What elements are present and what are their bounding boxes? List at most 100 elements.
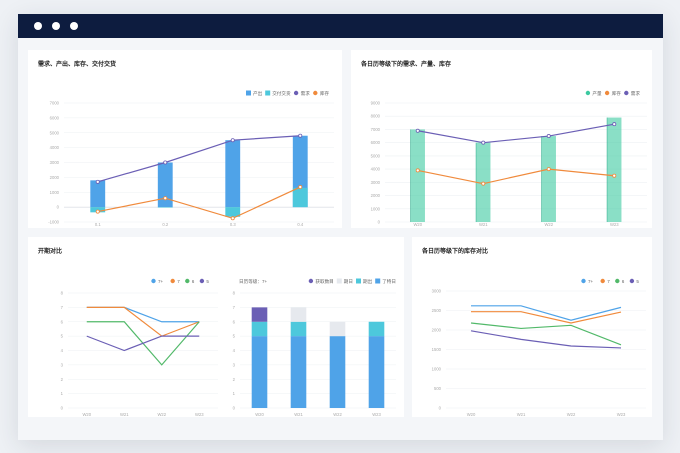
stacked-bar-segment [329,321,346,337]
chart-period-compare: 5 6 7 7+ 日历等级：7+ 了特日 期出 期日 获取数目 8 7 6 5 4 3 2 1 0 W20 W21 W2… [61,278,396,417]
legend-dot-icon [585,90,591,96]
close-dot-icon[interactable] [34,22,42,30]
y-tick-label: 1000 [432,367,442,372]
x-tick-label: W23 [610,222,619,227]
legend-label: 需求 [301,90,311,97]
output-bar [225,140,241,208]
legend-label: 7 [607,279,610,284]
chart-demand-output: 库存 需求 交付交货 产出 7000 6000 5000 4000 3000 2000 1000 0 -… [48,90,334,227]
legend-label: 7 [177,279,180,284]
x-tick-label: W20 [82,412,91,417]
y-tick-label: 3000 [371,180,381,185]
legend-label: 6 [192,279,195,284]
demand-point [163,160,168,165]
legend-dot-icon [170,278,175,284]
x-tick-label: W20 [467,412,476,417]
legend-swatch-icon [265,90,271,96]
y-tick-label: 1 [61,391,64,396]
legend-dot-icon [604,90,610,96]
dashboard-window: 需求、产出、库存、交付交货 库存 需求 交付交货 产出 7000 6000 5000 4000… [18,14,663,440]
production-bar [607,117,622,222]
panel-title: 各日历等级下的库存对比 [422,249,489,255]
chart-inventory-compare: 5 6 7 7+ 3000 2500 2000 1500 1000 500 0 W20 W21 W22 W2… [432,278,646,417]
demand-line [97,135,301,183]
legend-label: 7+ [588,279,594,284]
y-tick-label: 1500 [432,347,442,352]
inventory-point [546,167,551,172]
y-tick-label: 0 [439,406,442,411]
y-tick-label: 0 [57,205,60,210]
y-tick-label: 5000 [50,130,60,135]
y-tick-label: 6000 [371,140,381,145]
y-tick-label: 8 [233,291,236,296]
y-tick-label: 0 [61,406,64,411]
y-tick-label: 1000 [371,206,381,211]
inventory-series-line [470,322,622,346]
demand-point [481,140,486,145]
legend-label: 交付交货 [272,90,291,97]
y-tick-label: 7 [61,305,64,310]
delivery-bar [157,207,173,208]
legend-label: 库存 [612,90,622,97]
inventory-point [481,181,486,186]
legend-dot-icon [313,90,318,96]
y-tick-label: 7 [233,305,236,310]
maximize-dot-icon[interactable] [70,22,78,30]
inventory-series-line [471,311,622,324]
y-tick-label: 8000 [371,114,381,119]
legend-dot-icon [185,278,190,284]
y-tick-label: 4000 [50,145,60,150]
x-tick-label: W22 [544,222,553,227]
y-tick-label: 3000 [432,289,442,294]
x-tick-label: W21 [120,412,129,417]
y-tick-label: 5000 [371,153,381,158]
window-titlebar [18,14,663,38]
legend-dot-icon [581,278,586,284]
y-tick-label: 4000 [371,167,381,172]
stacked-bar-segment [251,336,268,408]
legend-dot-icon [199,278,205,284]
legend-swatch-icon [375,278,381,284]
y-tick-label: 9000 [371,101,381,106]
period-series-line [86,306,200,323]
y-tick-label: 2000 [432,328,442,333]
x-tick-label: W22 [333,412,342,417]
panel-title: 各日历等级下的需求、产量、库存 [361,62,452,68]
x-tick-label: W20 [255,412,264,417]
y-tick-label: 5 [233,334,236,339]
delivery-bar [225,207,241,217]
inventory-line [97,186,301,219]
legend-dot-icon [624,90,629,96]
chart-calendar-level-demand: 需求 库存 产量 9000 8000 7000 6000 5000 4000 3000 2000 10… [371,90,647,227]
legend-label: 获取数目 [315,278,333,285]
x-tick-label: W20 [413,222,422,227]
y-tick-label: 1 [233,391,236,396]
y-tick-label: 2000 [50,175,60,180]
y-tick-label: 5 [61,334,64,339]
legend-swatch-icon [356,278,361,284]
stacked-bar-segment [290,307,307,322]
panel-title: 开期对比 [38,249,63,255]
y-tick-label: 500 [434,386,442,391]
y-tick-label: 4 [61,348,64,353]
minimize-dot-icon[interactable] [52,22,60,30]
inventory-point [612,173,617,178]
x-tick-label: 0.2 [162,222,168,227]
demand-point [230,138,235,143]
production-bar [541,136,556,222]
x-tick-label: W21 [479,222,488,227]
legend-label: 7+ [158,279,164,284]
y-tick-label: 3 [233,362,236,367]
y-tick-label: 3000 [50,160,60,165]
y-tick-label: 3 [61,362,64,367]
panel-demand-output: 需求、产出、库存、交付交货 库存 需求 交付交货 产出 7000 6000 5000 4000… [28,50,342,228]
legend-label: 5 [636,279,639,284]
period-series-line [86,306,200,337]
output-bar [90,180,106,208]
x-tick-label: 0.3 [230,222,236,227]
legend-label: 了特日 [382,278,396,285]
demand-point [298,133,303,138]
y-tick-label: 1000 [50,190,60,195]
y-tick-label: 4 [233,348,236,353]
stacked-bar-segment [290,321,307,337]
